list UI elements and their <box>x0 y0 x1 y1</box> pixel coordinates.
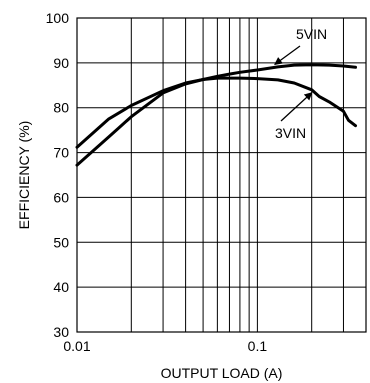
series-line-5vin <box>75 63 357 167</box>
y-tick-label: 30 <box>53 324 69 340</box>
x-axis-title: OUTPUT LOAD (A) <box>161 365 283 381</box>
annotation-arrow-3vin <box>280 92 313 122</box>
series-label-5vin: 5VIN <box>296 26 327 42</box>
x-tick-label: 0.1 <box>248 338 268 354</box>
annotation-arrow-5vin <box>274 45 301 65</box>
tick-labels: 30 40 50 60 70 80 90 100 0.01 0.1 <box>46 10 268 354</box>
series-label-3vin: 3VIN <box>275 125 306 141</box>
annotations: 5VIN 3VIN <box>274 26 327 141</box>
y-tick-label: 70 <box>53 145 69 161</box>
y-tick-label: 100 <box>46 10 70 26</box>
y-tick-label: 40 <box>53 279 69 295</box>
y-axis-title: EFFICIENCY (%) <box>16 121 32 230</box>
y-tick-label: 60 <box>53 189 69 205</box>
series-layer <box>75 63 357 167</box>
series-line-3vin <box>75 76 357 149</box>
y-tick-label: 80 <box>53 100 69 116</box>
plot-frame <box>76 17 367 333</box>
y-tick-label: 90 <box>53 55 69 71</box>
y-tick-label: 50 <box>53 234 69 250</box>
x-tick-label: 0.01 <box>63 338 90 354</box>
